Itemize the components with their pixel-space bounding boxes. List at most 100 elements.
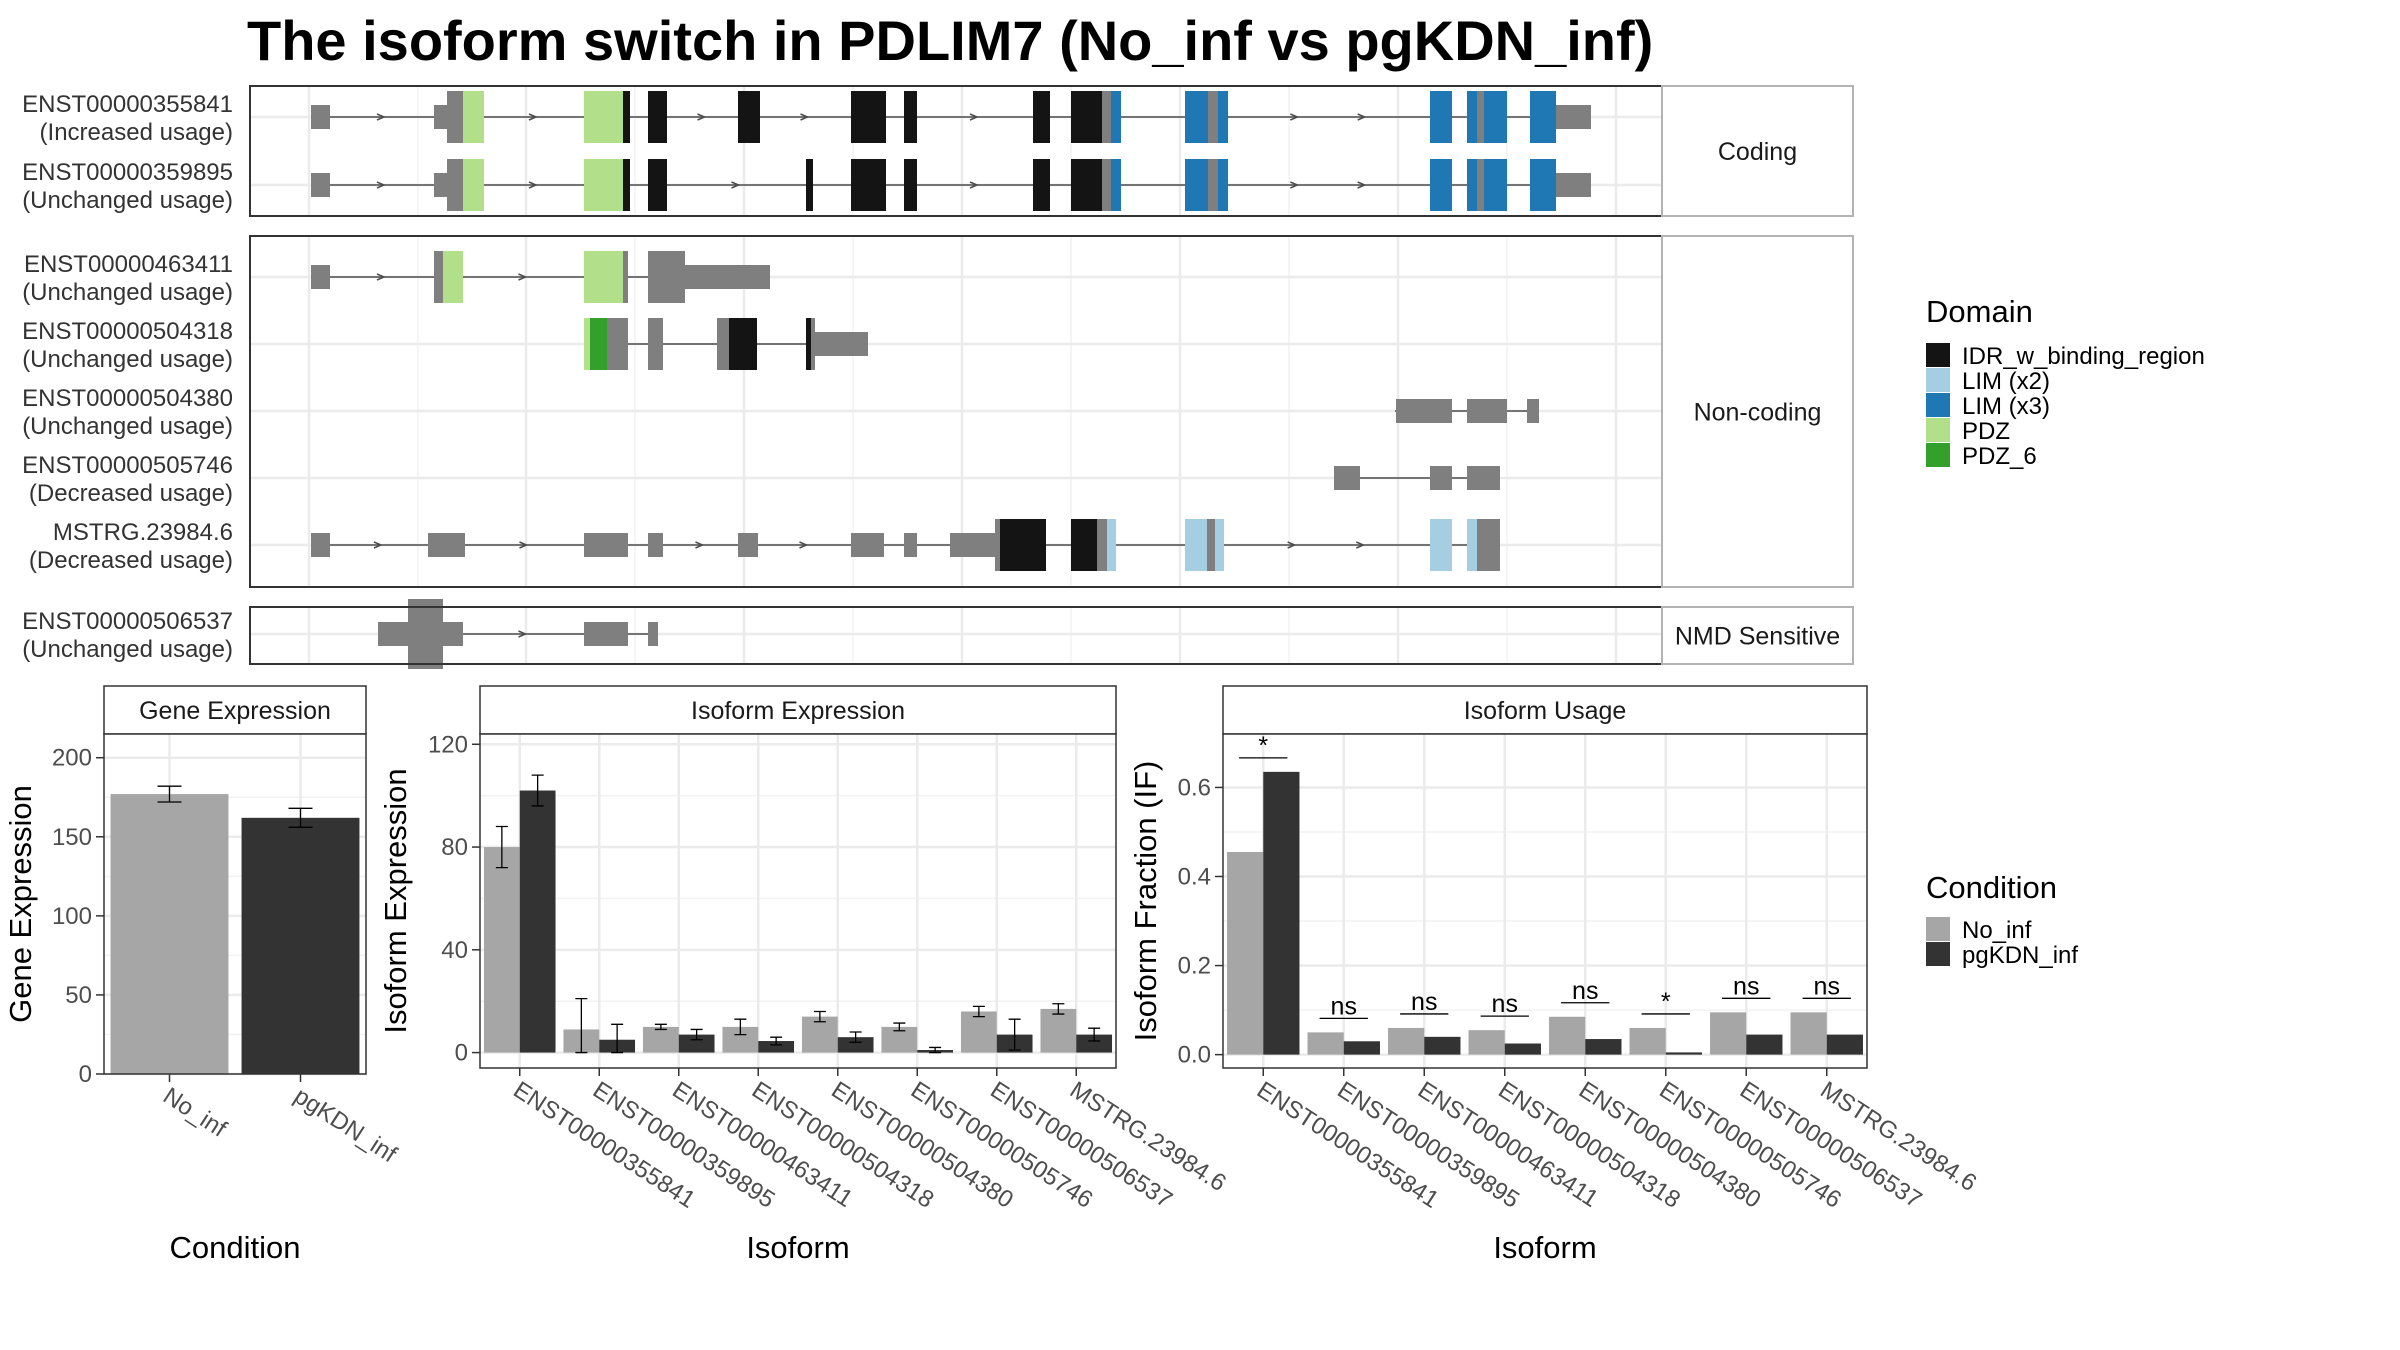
strip-background	[103, 685, 367, 735]
error-bar	[1052, 1003, 1065, 1015]
transcript-track	[311, 519, 1500, 571]
domain-block	[1484, 159, 1507, 211]
legend-item-label: No_inf	[1962, 917, 2032, 944]
exon-block	[408, 599, 443, 669]
isoform-usage-panel: Isoform Usage*ns ns ns ns *ns ns0.00.20.40.6E…	[1128, 685, 1981, 1265]
bar	[1076, 1034, 1113, 1053]
error-bar	[1088, 1027, 1101, 1042]
y-tick-label: 0.4	[1178, 864, 1211, 891]
legend-key	[1926, 443, 1950, 467]
strip-background	[479, 685, 1117, 735]
group-strip-label: NMD Sensitive	[1675, 623, 1840, 651]
exon-block	[1396, 399, 1452, 423]
bar	[1263, 771, 1300, 1055]
y-tick-label: 80	[441, 834, 468, 861]
error-bar	[531, 774, 544, 807]
panel-background	[250, 86, 1662, 216]
exon-block	[1467, 399, 1507, 423]
group-strip-label: Non-coding	[1694, 399, 1822, 427]
significance-label: ns	[1492, 990, 1518, 1018]
domain-block	[851, 91, 886, 143]
bar	[960, 1011, 997, 1053]
error-bar	[611, 1023, 624, 1054]
x-axis-title: Condition	[170, 1230, 301, 1265]
domain-block	[463, 91, 484, 143]
exon-block	[1556, 105, 1591, 129]
exon-block	[904, 533, 917, 557]
panel-strip-label: Isoform Expression	[691, 697, 905, 725]
significance-label: *	[1661, 988, 1671, 1016]
bar	[1468, 1030, 1505, 1055]
bar	[1504, 1043, 1541, 1055]
transcript-id-label: ENST00000463411	[24, 251, 233, 278]
group-strip-label: Coding	[1718, 138, 1797, 166]
direction-arrow	[697, 113, 707, 121]
bar	[1343, 1041, 1380, 1055]
transcript-track	[311, 251, 770, 303]
direction-arrow	[376, 181, 386, 189]
domain-block	[584, 159, 623, 211]
exon-block	[717, 318, 729, 370]
exon-block	[1430, 466, 1452, 490]
transcript-id-label: ENST00000359895	[22, 159, 233, 186]
domain-block	[729, 318, 757, 370]
exon-block	[607, 318, 628, 370]
y-tick-label: 150	[52, 824, 92, 851]
isoform-expression-panel: Isoform Expression04080120ENST0000035584…	[378, 685, 1231, 1265]
exon-block	[584, 533, 628, 557]
domain-block	[1467, 519, 1477, 571]
direction-arrow	[528, 113, 538, 121]
domain-block	[851, 159, 886, 211]
direction-arrow	[519, 541, 529, 549]
exon-block	[311, 105, 330, 129]
domain-block	[904, 91, 917, 143]
exon-block	[311, 533, 330, 557]
direction-arrow	[1357, 181, 1367, 189]
bar	[1665, 1052, 1702, 1055]
direction-arrow	[1290, 113, 1300, 121]
direction-arrow	[518, 630, 528, 638]
error-bar	[849, 1031, 862, 1043]
bar	[519, 790, 556, 1053]
exon-block	[648, 318, 663, 370]
panel-border	[479, 733, 1117, 1069]
legend-item-label: PDZ_6	[1962, 443, 2037, 470]
legend-key	[1926, 418, 1950, 442]
domain-block	[904, 159, 917, 211]
exon-block	[1097, 519, 1107, 571]
direction-arrow	[800, 113, 810, 121]
exon-block	[1556, 173, 1591, 197]
exon-block	[311, 265, 330, 289]
domain-legend-title: Domain	[1926, 294, 2033, 329]
y-tick-label: 40	[441, 937, 468, 964]
error-bar	[654, 1023, 667, 1031]
exon-block	[995, 519, 1000, 571]
bar	[1424, 1036, 1461, 1055]
bar	[758, 1041, 795, 1053]
transcript-track	[311, 91, 1591, 143]
transcript-track	[1334, 466, 1500, 490]
domain-block	[1071, 91, 1102, 143]
domain-block	[1215, 519, 1224, 571]
legend-key	[1926, 368, 1950, 392]
exon-block	[1334, 466, 1360, 490]
panel-background	[480, 734, 1116, 1068]
condition-legend-title: Condition	[1926, 870, 2057, 905]
transcript-id-label: ENST00000355841	[22, 91, 233, 118]
direction-arrow	[1290, 181, 1300, 189]
exon-block	[1207, 519, 1215, 571]
bar	[1746, 1034, 1783, 1055]
significance-label: ns	[1331, 992, 1357, 1020]
direction-arrow	[528, 181, 538, 189]
bar	[483, 847, 520, 1053]
domain-block	[590, 318, 607, 370]
bar	[837, 1037, 874, 1053]
legend-key	[1926, 917, 1950, 941]
transcript-track	[378, 599, 658, 669]
direction-arrow	[1357, 113, 1367, 121]
error-bar	[288, 807, 313, 828]
domain-block	[1430, 159, 1452, 211]
exon-block	[311, 173, 330, 197]
